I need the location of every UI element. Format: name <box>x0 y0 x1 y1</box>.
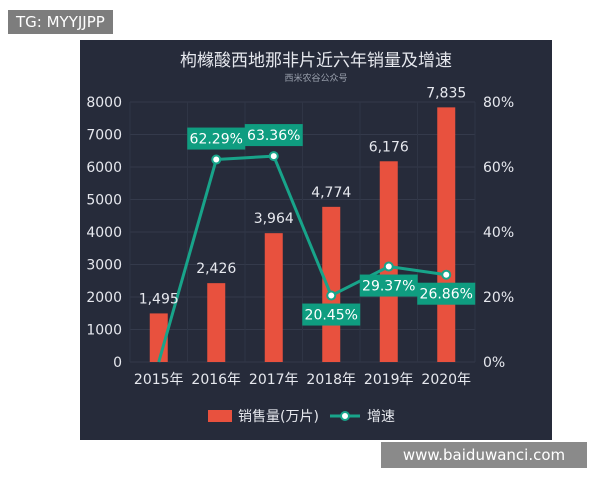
growth-point <box>441 269 452 280</box>
x-tick-label: 2018年 <box>306 372 356 388</box>
growth-data-label: 26.86% <box>420 287 473 303</box>
watermark-bottom: www.baiduwanci.com <box>381 442 587 468</box>
growth-label-box <box>187 127 246 150</box>
chart-subtitle: 西米农谷公众号 <box>284 72 347 84</box>
growth-label-box <box>359 274 418 297</box>
growth-point <box>326 290 337 301</box>
y-right-tick-label: 40% <box>483 225 514 241</box>
growth-data-label: 29.37% <box>362 279 415 295</box>
bar-data-label: 2,426 <box>196 261 236 277</box>
growth-data-label: 63.36% <box>247 128 300 144</box>
bar-data-label: 4,774 <box>311 185 351 201</box>
y-right-tick-label: 80% <box>483 95 514 111</box>
growth-point <box>211 154 222 165</box>
bar-data-label: 1,495 <box>139 291 179 307</box>
text-layer: 0 1000 2000 3000 4000 5000 6000 7000 8000 0% 20% 40… <box>86 85 514 388</box>
legend-line-marker <box>340 411 350 421</box>
legend-bar-swatch <box>208 410 232 422</box>
legend-bar-label: 销售量(万片) <box>238 409 319 425</box>
y-left-tick-label: 6000 <box>86 160 122 176</box>
line-layer <box>157 151 452 363</box>
growth-label-box <box>302 303 361 326</box>
y-left-tick-label: 0 <box>113 355 122 371</box>
x-tick-label: 2015年 <box>134 372 184 388</box>
x-tick-label: 2019年 <box>364 372 414 388</box>
bar <box>264 233 283 362</box>
chart-svg: 0 1000 2000 3000 4000 5000 6000 7000 8000 0% 20% 40… <box>86 51 514 425</box>
growth-data-label: 62.29% <box>190 132 243 148</box>
growth-label-box <box>417 282 476 305</box>
x-tick-label: 2017年 <box>249 372 299 388</box>
growth-point <box>383 261 394 272</box>
chart-panel: 0 1000 2000 3000 4000 5000 6000 7000 8000 0% 20% 40… <box>80 40 552 440</box>
y-left-tick-label: 1000 <box>86 323 122 339</box>
x-tick-label: 2020年 <box>421 372 471 388</box>
bar <box>322 206 341 362</box>
bar-data-label: 3,964 <box>254 211 294 227</box>
legend[interactable]: 销售量(万片) 增速 <box>208 409 395 425</box>
y-left-tick-label: 4000 <box>86 225 122 241</box>
bar-data-label: 7,835 <box>426 85 466 101</box>
y-right-tick-label: 0% <box>483 355 505 371</box>
bar <box>437 107 456 362</box>
legend-line-label: 增速 <box>367 409 395 425</box>
growth-label-box <box>244 124 303 147</box>
growth-point <box>268 151 279 162</box>
y-left-tick-label: 7000 <box>86 128 122 144</box>
chart-title: 枸橼酸西地那非片近六年销量及增速 <box>180 51 452 71</box>
y-left-tick-label: 8000 <box>86 95 122 111</box>
watermark-top: TG: MYYJJPP <box>8 10 113 34</box>
growth-data-label: 20.45% <box>305 308 358 324</box>
y-left-tick-label: 3000 <box>86 258 122 274</box>
y-right-tick-label: 20% <box>483 290 514 306</box>
bar <box>207 283 226 362</box>
growth-line <box>157 154 447 363</box>
y-right-tick-label: 60% <box>483 160 514 176</box>
y-left-tick-label: 5000 <box>86 193 122 209</box>
x-tick-label: 2016年 <box>191 372 241 388</box>
y-left-tick-label: 2000 <box>86 290 122 306</box>
bar-data-label: 6,176 <box>369 139 409 155</box>
